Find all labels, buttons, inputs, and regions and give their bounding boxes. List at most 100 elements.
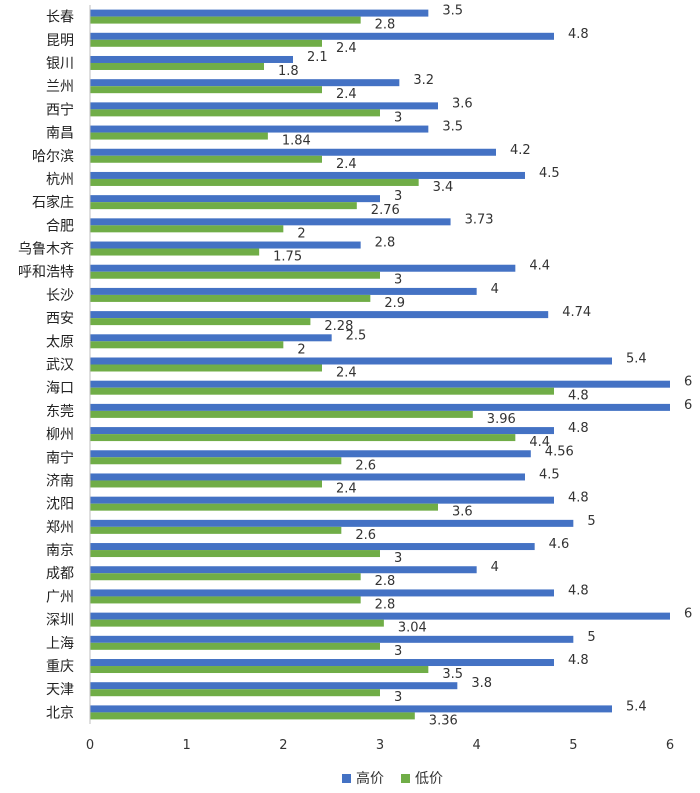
bar-high xyxy=(90,125,429,133)
value-label-high: 3.5 xyxy=(442,120,463,135)
bar-high xyxy=(90,496,554,504)
value-label-high: 6 xyxy=(684,398,692,413)
x-tick-label: 0 xyxy=(86,738,94,753)
category-label: 深圳 xyxy=(46,613,74,629)
value-label-high: 4.8 xyxy=(568,583,589,598)
bar-high xyxy=(90,79,400,87)
value-label-low: 2.28 xyxy=(324,319,353,334)
legend: 高价 低价 xyxy=(342,770,443,787)
bar-low xyxy=(90,62,264,70)
category-label: 石家庄 xyxy=(32,194,74,211)
x-tick-label: 6 xyxy=(666,738,674,753)
bar-low xyxy=(90,434,516,442)
value-label-low: 2.9 xyxy=(384,296,405,311)
bar-low xyxy=(90,178,419,186)
bar-low xyxy=(90,642,380,650)
category-label: 成都 xyxy=(46,566,74,582)
category-label: 哈尔滨 xyxy=(32,149,74,165)
bar-low xyxy=(90,503,438,511)
value-label-low: 2.6 xyxy=(355,458,376,473)
category-label: 北京 xyxy=(46,705,74,721)
value-label-low: 3.96 xyxy=(487,412,516,427)
bar-high xyxy=(90,612,670,620)
bar-low xyxy=(90,318,311,326)
bar-low xyxy=(90,16,361,24)
value-label-high: 4.6 xyxy=(549,537,570,552)
category-label: 广州 xyxy=(46,589,74,605)
bar-low xyxy=(90,689,380,697)
category-label: 天津 xyxy=(46,682,74,698)
bar-low xyxy=(90,39,322,47)
bar-low xyxy=(90,573,361,581)
value-label-low: 2.8 xyxy=(375,597,396,612)
category-label: 东莞 xyxy=(46,404,74,420)
value-label-high: 4.8 xyxy=(568,653,589,668)
value-label-low: 1.84 xyxy=(282,134,311,149)
bar-high xyxy=(90,566,477,574)
category-label: 西宁 xyxy=(46,101,74,118)
bar-low xyxy=(90,619,384,627)
bar-high xyxy=(90,705,612,713)
bar-high xyxy=(90,9,429,17)
value-label-high: 3 xyxy=(394,189,402,204)
category-label: 长沙 xyxy=(46,288,74,304)
value-label-high: 5.4 xyxy=(626,352,647,367)
value-label-low: 1.75 xyxy=(273,250,302,265)
category-label: 长春 xyxy=(46,10,74,26)
bar-high xyxy=(90,682,458,690)
legend-swatch-high xyxy=(342,774,351,783)
value-label-high: 4.2 xyxy=(510,143,531,158)
bar-high xyxy=(90,589,554,597)
category-label: 南昌 xyxy=(46,126,74,142)
bar-low xyxy=(90,248,260,256)
x-tick-label: 4 xyxy=(473,738,481,753)
bar-low xyxy=(90,410,473,418)
value-label-high: 5.4 xyxy=(626,699,647,714)
value-label-high: 4.4 xyxy=(529,259,550,274)
bar-high xyxy=(90,659,554,667)
bar-low xyxy=(90,712,415,720)
value-label-low: 2.8 xyxy=(375,18,396,33)
category-label: 太原 xyxy=(46,334,74,350)
value-label-low: 4.4 xyxy=(529,435,550,450)
value-label-high: 6 xyxy=(684,607,692,622)
bar-low xyxy=(90,271,380,279)
bar-high xyxy=(90,32,554,40)
value-label-high: 4.8 xyxy=(568,421,589,436)
category-label: 西安 xyxy=(46,311,74,327)
x-axis-ticks-layer: 0 1 2 3 4 5 6 xyxy=(86,738,674,753)
bar-low xyxy=(90,666,429,674)
value-label-low: 3 xyxy=(394,551,402,566)
value-label-high: 3.6 xyxy=(452,96,473,111)
bar-high xyxy=(90,148,496,156)
legend-label-high: 高价 xyxy=(356,770,384,787)
category-label: 呼和浩特 xyxy=(18,265,74,281)
category-label: 兰州 xyxy=(46,79,74,95)
category-label: 昆明 xyxy=(46,33,74,49)
value-label-low: 2.4 xyxy=(336,157,357,172)
bar-low xyxy=(90,202,357,210)
bar-high xyxy=(90,543,535,551)
value-label-low: 3.6 xyxy=(452,505,473,520)
bar-high xyxy=(90,218,451,226)
bar-high xyxy=(90,264,516,272)
value-label-high: 3.73 xyxy=(465,212,494,227)
bar-high xyxy=(90,55,293,63)
bars-layer xyxy=(90,9,670,720)
bar-low xyxy=(90,132,268,140)
value-label-high: 5 xyxy=(587,630,595,645)
bar-high xyxy=(90,427,554,435)
category-label: 柳州 xyxy=(46,426,74,443)
bar-high xyxy=(90,287,477,295)
value-label-high: 6 xyxy=(684,375,692,390)
bar-low xyxy=(90,341,284,349)
value-label-low: 1.8 xyxy=(278,64,299,79)
x-tick-label: 1 xyxy=(183,738,191,753)
value-label-low: 2.4 xyxy=(336,481,357,496)
value-label-high: 4.8 xyxy=(568,27,589,42)
legend-swatch-low xyxy=(401,774,410,783)
value-label-high: 4.8 xyxy=(568,491,589,506)
category-label: 合肥 xyxy=(46,218,74,234)
bar-high xyxy=(90,519,574,527)
value-label-low: 3 xyxy=(394,690,402,705)
